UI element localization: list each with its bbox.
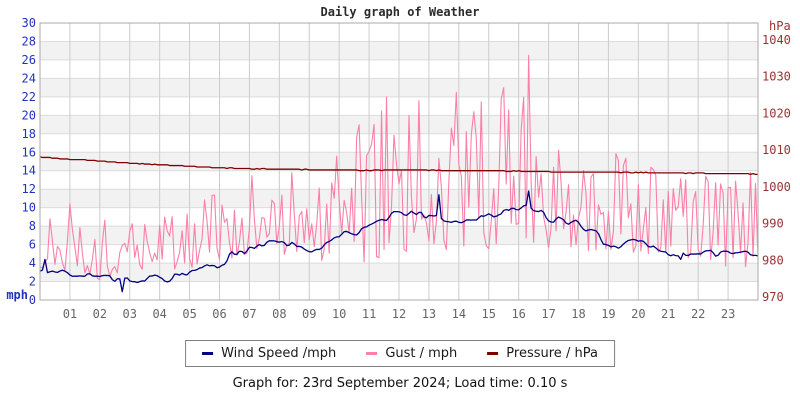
y-left-tick-label: 2 <box>29 275 36 289</box>
chart-plot-area: 302826242220181614121086420mph1040103010… <box>6 16 791 321</box>
y-right-tick-label: 1030 <box>762 70 791 84</box>
x-tick-label: 04 <box>152 307 166 321</box>
x-tick-label: 01 <box>63 307 77 321</box>
x-tick-label: 10 <box>332 307 346 321</box>
y-right-tick-label: 1040 <box>762 33 791 47</box>
wind-speed-series-line <box>39 190 759 293</box>
y-right-tick-label: 1010 <box>762 143 791 157</box>
legend-item: Gust / mph <box>366 346 457 361</box>
x-tick-label: 23 <box>721 307 735 321</box>
x-tick-label: 17 <box>541 307 555 321</box>
x-tick-label: 16 <box>511 307 525 321</box>
x-tick-label: 07 <box>242 307 256 321</box>
y-left-tick-label: 18 <box>22 127 36 141</box>
y-left-tick-label: 26 <box>22 53 36 67</box>
y-left-tick-label: 20 <box>22 108 36 122</box>
y-left-tick-label: 12 <box>22 182 36 196</box>
legend-swatch-icon <box>366 352 378 355</box>
x-tick-label: 05 <box>182 307 196 321</box>
y-left-tick-label: 30 <box>22 16 36 30</box>
y-left-tick-label: 8 <box>29 219 36 233</box>
legend-item: Wind Speed /mph <box>202 346 336 361</box>
gust-series-line <box>39 54 759 281</box>
y-left-tick-label: 14 <box>22 164 36 178</box>
y-left-tick-label: 6 <box>29 238 36 252</box>
x-tick-label: 15 <box>482 307 496 321</box>
y-left-tick-label: 16 <box>22 145 36 159</box>
pressure-series-line <box>39 156 758 176</box>
y-left-tick-label: 10 <box>22 201 36 215</box>
x-tick-label: 11 <box>362 307 376 321</box>
y-right-tick-label: 970 <box>762 290 784 304</box>
x-tick-label: 12 <box>392 307 406 321</box>
y-left-tick-label: 4 <box>29 256 36 270</box>
y-right-unit-label: hPa <box>769 19 791 33</box>
y-right-tick-label: 1020 <box>762 106 791 120</box>
chart-legend: Wind Speed /mph Gust / mph Pressure / hPa <box>185 340 615 367</box>
legend-swatch-icon <box>487 352 499 355</box>
x-tick-label: 21 <box>661 307 675 321</box>
x-tick-label: 09 <box>302 307 316 321</box>
x-tick-label: 08 <box>272 307 286 321</box>
legend-label: Wind Speed /mph <box>221 346 337 361</box>
legend-label: Gust / mph <box>385 346 458 361</box>
x-tick-label: 13 <box>422 307 436 321</box>
x-tick-label: 20 <box>631 307 645 321</box>
graph-caption: Graph for: 23rd September 2024; Load tim… <box>232 376 568 391</box>
y-left-tick-label: 24 <box>22 71 36 85</box>
legend-label: Pressure / hPa <box>506 346 598 361</box>
x-tick-label: 06 <box>212 307 226 321</box>
legend-swatch-icon <box>202 352 214 355</box>
y-left-tick-label: 22 <box>22 90 36 104</box>
chart-title: Daily graph of Weather <box>320 5 480 19</box>
y-left-tick-label: 28 <box>22 34 36 48</box>
y-right-tick-label: 990 <box>762 217 784 231</box>
x-tick-label: 14 <box>452 307 466 321</box>
legend-item: Pressure / hPa <box>487 346 598 361</box>
y-left-unit-label: mph <box>6 288 28 302</box>
y-left-tick-label: 0 <box>29 293 36 307</box>
y-right-tick-label: 980 <box>762 253 784 267</box>
x-tick-label: 19 <box>601 307 615 321</box>
plot-border <box>39 22 759 301</box>
x-tick-label: 02 <box>93 307 107 321</box>
x-tick-label: 22 <box>691 307 705 321</box>
x-tick-label: 03 <box>123 307 137 321</box>
x-tick-label: 18 <box>571 307 585 321</box>
y-right-tick-label: 1000 <box>762 180 791 194</box>
